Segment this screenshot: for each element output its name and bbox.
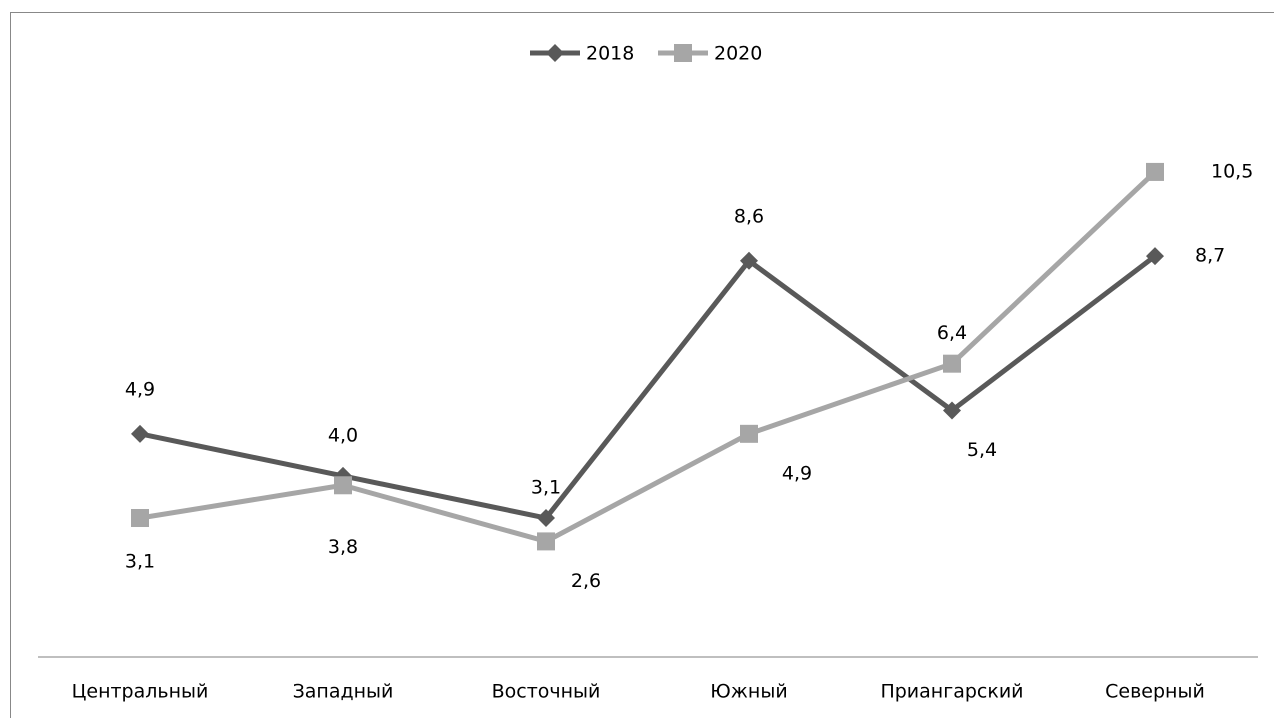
data-label: 3,8	[328, 536, 358, 558]
data-label: 4,9	[782, 462, 812, 484]
data-label: 8,6	[734, 205, 764, 227]
x-tick-label: Приангарский	[880, 681, 1023, 703]
series-line	[139, 254, 1157, 521]
data-label: 5,4	[967, 439, 997, 461]
x-tick-label: Восточный	[492, 681, 601, 703]
data-point	[131, 509, 149, 528]
data-label: 3,1	[531, 477, 561, 499]
data-label: 4,9	[125, 378, 155, 400]
legend-marker	[674, 44, 692, 62]
data-point	[943, 401, 961, 420]
data-label: 10,5	[1211, 160, 1253, 182]
data-label: 4,0	[328, 424, 358, 446]
data-point	[131, 424, 149, 443]
data-point	[1146, 162, 1164, 181]
x-tick-label: Северный	[1105, 681, 1205, 703]
series-line	[139, 170, 1157, 544]
data-point	[334, 476, 352, 495]
legend-label: 2018	[586, 43, 634, 65]
legend-marker	[546, 44, 564, 62]
data-point	[537, 532, 555, 551]
data-label: 2,6	[571, 570, 601, 592]
data-point	[740, 251, 758, 270]
x-tick-label: Южный	[710, 681, 787, 703]
x-tick-label: Западный	[293, 681, 394, 703]
x-tick-label: Центральный	[72, 681, 209, 703]
data-point	[740, 424, 758, 443]
chart-border	[10, 12, 1274, 718]
data-label: 3,1	[125, 551, 155, 573]
data-label: 6,4	[937, 322, 967, 344]
data-point	[943, 354, 961, 373]
data-point	[1146, 247, 1164, 266]
data-point	[537, 509, 555, 528]
data-label: 8,7	[1195, 245, 1225, 267]
legend-label: 2020	[714, 43, 762, 65]
